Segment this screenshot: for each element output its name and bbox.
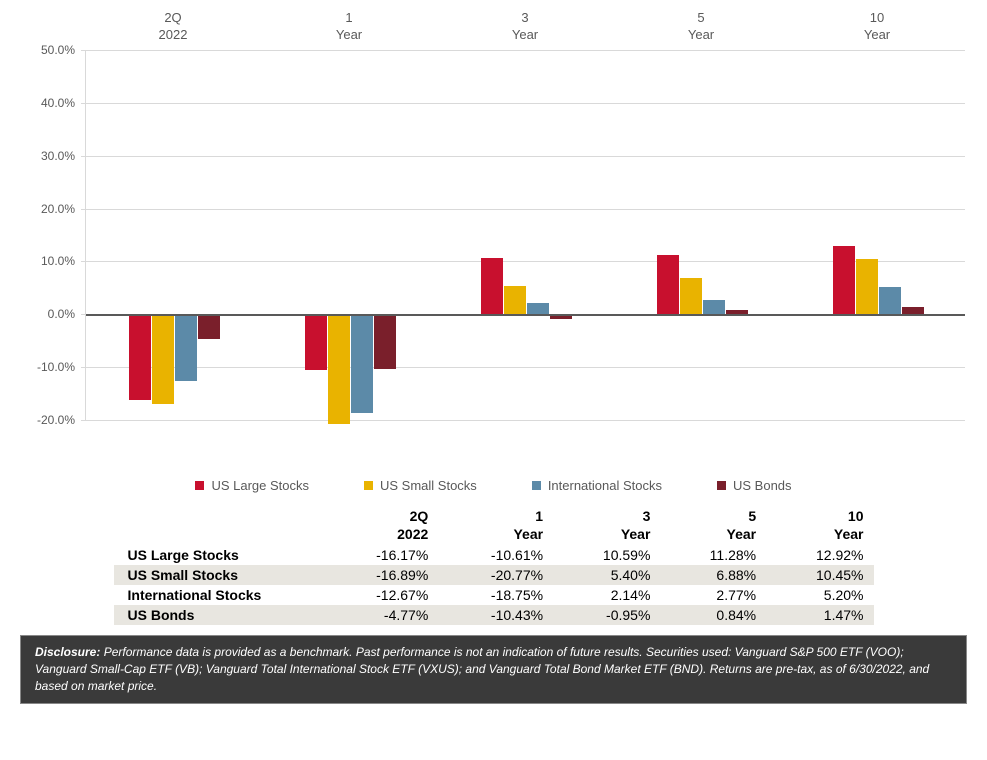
table-row: US Large Stocks-16.17%-10.61%10.59%11.28… bbox=[114, 545, 874, 565]
table-row: US Small Stocks-16.89%-20.77%5.40%6.88%1… bbox=[114, 565, 874, 585]
table-cell: 10.59% bbox=[553, 545, 660, 565]
returns-bar-chart: 2Q20221Year3Year5Year10Year -20.0% -10.0%… bbox=[30, 10, 965, 460]
legend-item: US Bonds bbox=[717, 478, 792, 493]
table-cell: 2.14% bbox=[553, 585, 660, 605]
chart-bar bbox=[703, 300, 725, 315]
legend-swatch bbox=[195, 481, 204, 490]
table-col-header bbox=[114, 505, 324, 545]
chart-bar bbox=[680, 278, 702, 314]
chart-legend: US Large Stocks US Small Stocks Internatio… bbox=[20, 478, 967, 493]
table-row-label: US Small Stocks bbox=[114, 565, 324, 585]
table-row-label: US Bonds bbox=[114, 605, 324, 625]
table-cell: -12.67% bbox=[324, 585, 439, 605]
chart-bar bbox=[328, 314, 350, 424]
y-tick-label: -10.0% bbox=[37, 360, 75, 374]
chart-bar bbox=[856, 259, 878, 314]
legend-item: US Small Stocks bbox=[364, 478, 477, 493]
chart-bar bbox=[902, 307, 924, 315]
chart-bar bbox=[527, 303, 549, 314]
legend-swatch bbox=[717, 481, 726, 490]
chart-bar bbox=[481, 258, 503, 314]
disclosure-lead: Disclosure: bbox=[35, 645, 100, 659]
table-cell: -20.77% bbox=[438, 565, 553, 585]
returns-table: 2Q20221Year3Year5Year10YearUS Large Stoc… bbox=[114, 505, 874, 625]
table-row: US Bonds-4.77%-10.43%-0.95%0.84%1.47% bbox=[114, 605, 874, 625]
table-cell: 6.88% bbox=[660, 565, 766, 585]
chart-bar bbox=[504, 286, 526, 315]
legend-swatch bbox=[364, 481, 373, 490]
chart-bar bbox=[374, 314, 396, 369]
legend-label: US Large Stocks bbox=[211, 478, 309, 493]
legend-item: International Stocks bbox=[532, 478, 662, 493]
table-col-header: 1Year bbox=[438, 505, 553, 545]
y-tick-label: -20.0% bbox=[37, 413, 75, 427]
legend-item: US Large Stocks bbox=[195, 478, 309, 493]
disclosure-box: Disclosure: Performance data is provided… bbox=[20, 635, 967, 703]
chart-bar bbox=[657, 255, 679, 315]
chart-plot bbox=[85, 50, 965, 420]
table-cell: 11.28% bbox=[660, 545, 766, 565]
chart-bar bbox=[198, 314, 220, 339]
chart-bar bbox=[152, 314, 174, 403]
table-cell: 0.84% bbox=[660, 605, 766, 625]
legend-label: US Bonds bbox=[733, 478, 792, 493]
chart-bar bbox=[833, 246, 855, 314]
y-tick-label: 50.0% bbox=[41, 43, 75, 57]
y-axis: -20.0%-10.0%0.0%10.0%20.0%30.0%40.0%50.0… bbox=[30, 50, 80, 420]
chart-bar bbox=[305, 314, 327, 370]
period-label: 3Year bbox=[437, 10, 613, 50]
table-cell: 12.92% bbox=[766, 545, 873, 565]
legend-swatch bbox=[532, 481, 541, 490]
period-label: 1Year bbox=[261, 10, 437, 50]
table-cell: -10.43% bbox=[438, 605, 553, 625]
table-cell: -18.75% bbox=[438, 585, 553, 605]
table-col-header: 5Year bbox=[660, 505, 766, 545]
chart-bar bbox=[351, 314, 373, 413]
table-cell: -4.77% bbox=[324, 605, 439, 625]
table-row: International Stocks-12.67%-18.75%2.14%2… bbox=[114, 585, 874, 605]
y-tick-label: 30.0% bbox=[41, 149, 75, 163]
table-cell: -0.95% bbox=[553, 605, 660, 625]
y-tick-label: 0.0% bbox=[48, 307, 75, 321]
chart-bar bbox=[879, 287, 901, 314]
table-col-header: 3Year bbox=[553, 505, 660, 545]
y-tick-label: 10.0% bbox=[41, 254, 75, 268]
legend-label: International Stocks bbox=[548, 478, 662, 493]
chart-bar bbox=[175, 314, 197, 381]
table-cell: -16.89% bbox=[324, 565, 439, 585]
period-label: 5Year bbox=[613, 10, 789, 50]
period-label: 2Q2022 bbox=[85, 10, 261, 50]
table-col-header: 10Year bbox=[766, 505, 873, 545]
y-tick-label: 40.0% bbox=[41, 96, 75, 110]
table-row-label: International Stocks bbox=[114, 585, 324, 605]
table-cell: 5.20% bbox=[766, 585, 873, 605]
table-col-header: 2Q2022 bbox=[324, 505, 439, 545]
legend-label: US Small Stocks bbox=[380, 478, 477, 493]
disclosure-text: Performance data is provided as a benchm… bbox=[35, 645, 929, 693]
y-tick-label: 20.0% bbox=[41, 202, 75, 216]
chart-bar bbox=[129, 314, 151, 399]
table-cell: -16.17% bbox=[324, 545, 439, 565]
period-label: 10Year bbox=[789, 10, 965, 50]
table-row-label: US Large Stocks bbox=[114, 545, 324, 565]
table-cell: -10.61% bbox=[438, 545, 553, 565]
table-cell: 1.47% bbox=[766, 605, 873, 625]
table-cell: 2.77% bbox=[660, 585, 766, 605]
table-cell: 10.45% bbox=[766, 565, 873, 585]
table-cell: 5.40% bbox=[553, 565, 660, 585]
